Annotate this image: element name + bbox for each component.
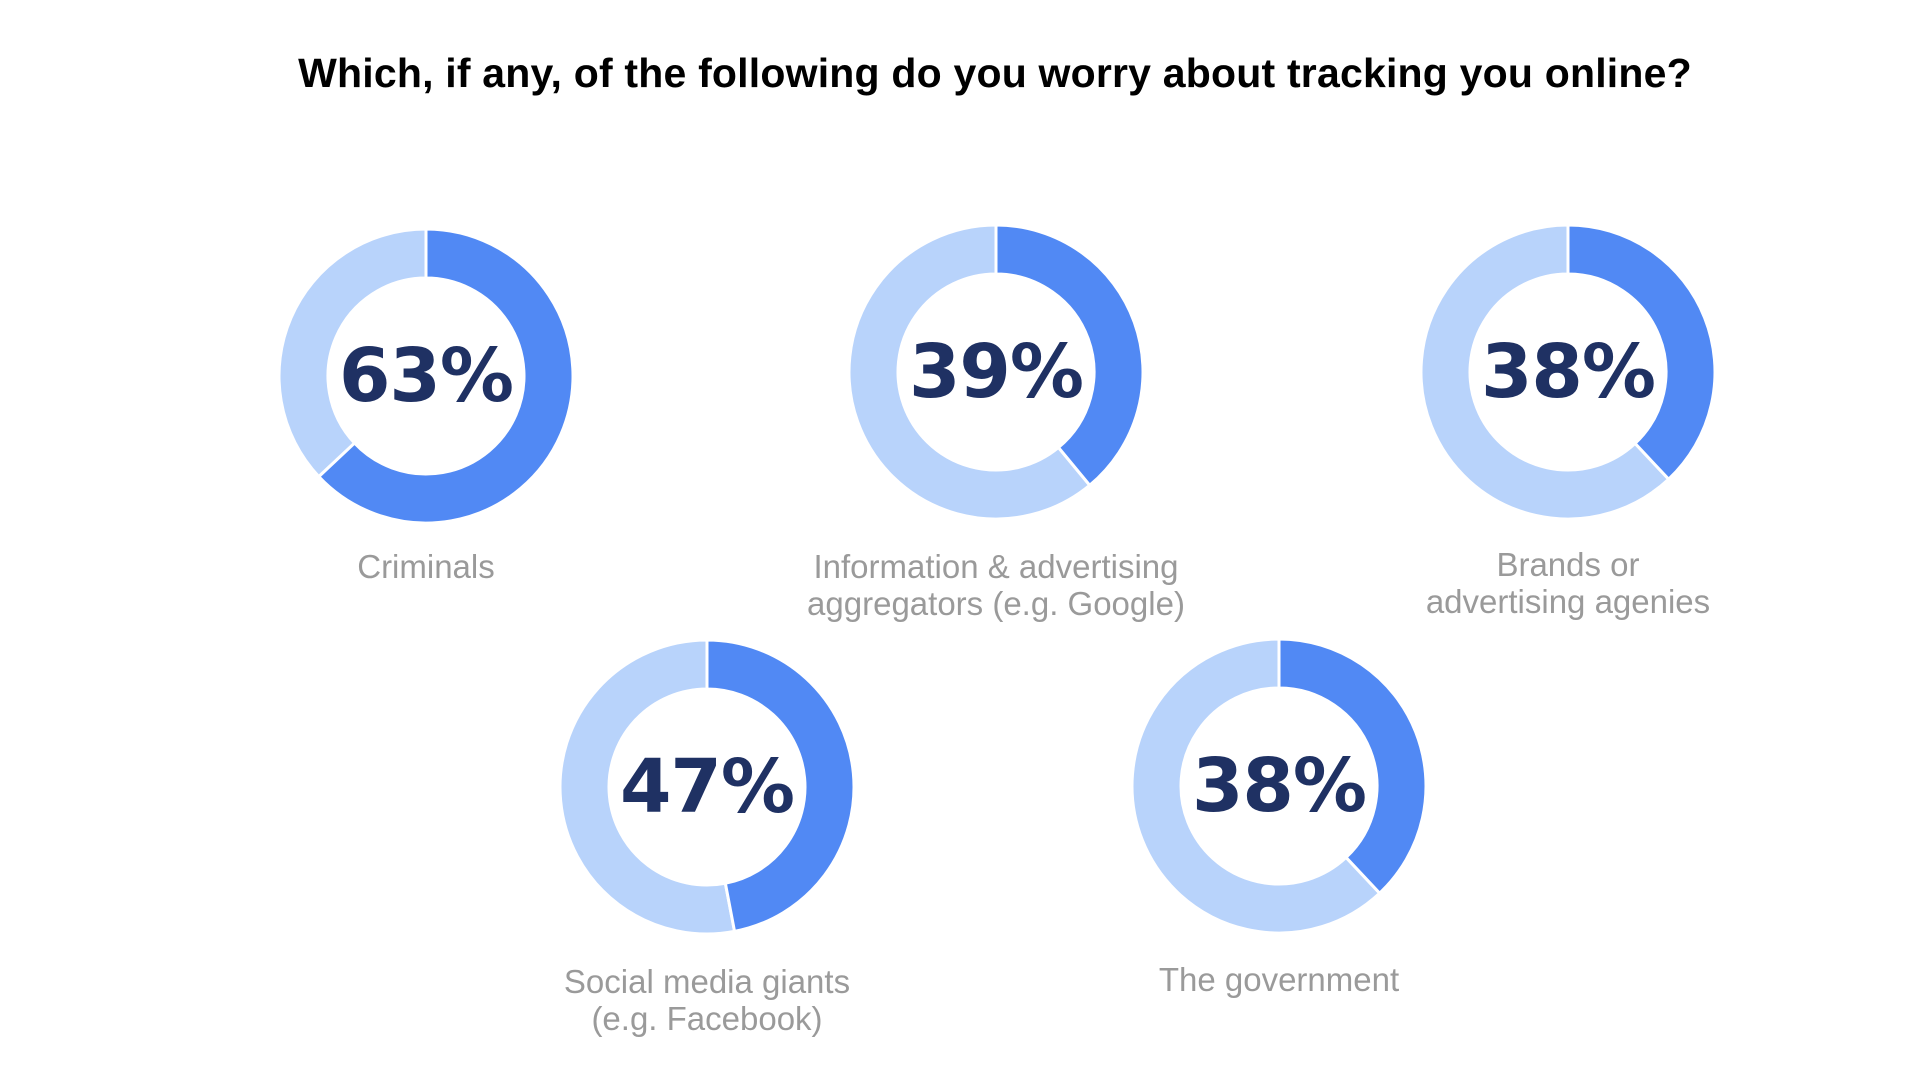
donut-category-label: Brands or advertising agenies <box>1338 546 1798 620</box>
donut-svg <box>558 638 856 936</box>
donut-value-label: 47% <box>619 744 795 830</box>
donut-category-label: Social media giants (e.g. Facebook) <box>477 963 937 1037</box>
label-line: Criminals <box>357 548 495 585</box>
donut-svg <box>277 227 575 525</box>
donut-value-segment <box>316 227 575 525</box>
donut-chart-aggregators: 39% <box>846 222 1146 522</box>
donut-value-segment <box>994 223 1145 488</box>
chart-title: Which, if any, of the following do you w… <box>298 50 1692 96</box>
donut-chart-brands: 38% <box>1418 222 1718 522</box>
donut-category-label: The government <box>1049 961 1509 998</box>
label-line: Information & advertising <box>813 548 1179 585</box>
donut-value-segment <box>1566 223 1717 482</box>
donut-remainder-segment <box>847 223 1092 521</box>
label-line: (e.g. Facebook) <box>591 1000 823 1037</box>
donut-svg <box>1419 223 1717 521</box>
donut-remainder-segment <box>1419 223 1671 521</box>
donut-category-label: Information & advertising aggregators (e… <box>766 548 1226 622</box>
donut-value-label: 63% <box>338 333 514 419</box>
label-line: The government <box>1158 961 1400 998</box>
donut-chart-social-media: 47% <box>557 637 857 937</box>
label-line: Social media giants <box>563 963 851 1000</box>
donut-value-label: 38% <box>1191 743 1367 829</box>
donut-svg <box>1130 637 1428 935</box>
label-line: advertising agenies <box>1425 583 1711 620</box>
donut-value-segment <box>1277 637 1428 896</box>
donut-category-label: Criminals <box>196 548 656 585</box>
donut-remainder-segment <box>277 227 428 479</box>
donut-chart-government: 38% <box>1129 636 1429 936</box>
label-line: Brands or <box>1496 546 1640 583</box>
donut-value-label: 38% <box>1480 329 1656 415</box>
donut-chart-criminals: 63% <box>276 226 576 526</box>
label-line: aggregators (e.g. Google) <box>807 585 1185 622</box>
donut-remainder-segment <box>558 638 737 936</box>
donut-svg <box>847 223 1145 521</box>
donut-value-label: 39% <box>908 329 1084 415</box>
donut-value-segment <box>705 638 856 934</box>
donut-remainder-segment <box>1130 637 1382 935</box>
